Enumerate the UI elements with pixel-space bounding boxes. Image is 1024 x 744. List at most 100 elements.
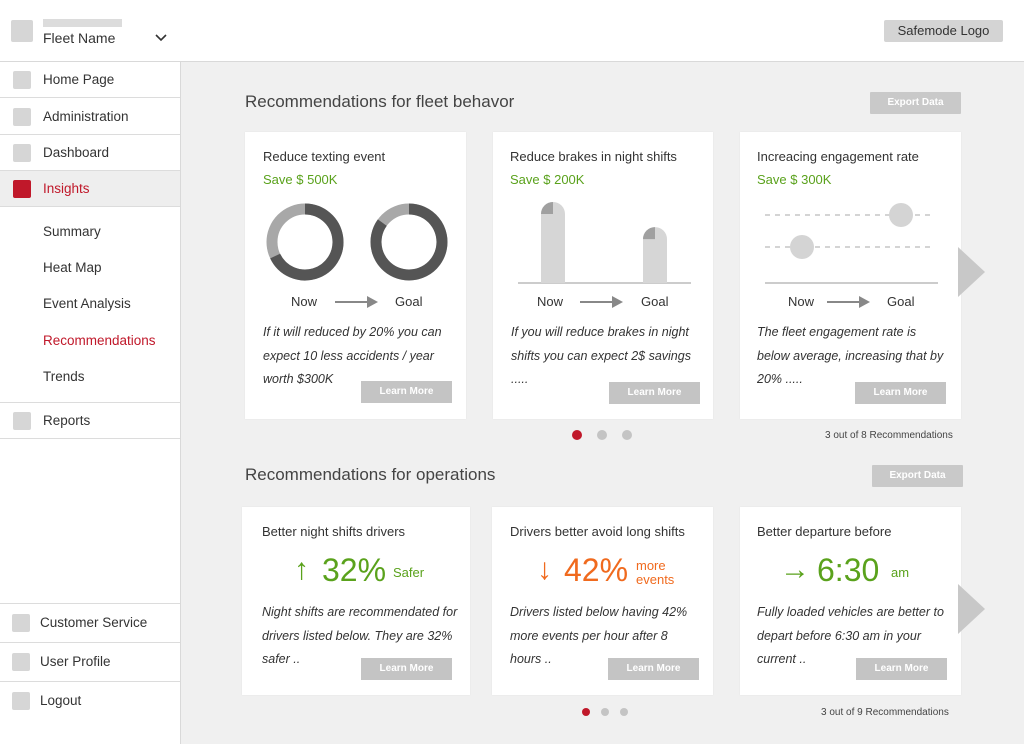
- learn-more-button[interactable]: Learn More: [361, 381, 452, 403]
- sidebar-item-insights[interactable]: Insights: [0, 171, 180, 207]
- metric-value: 32%: [322, 552, 387, 588]
- learn-more-button[interactable]: Learn More: [855, 382, 946, 404]
- pagination-dot-3[interactable]: [620, 708, 628, 716]
- bar-body: [541, 202, 565, 283]
- metric-unit: am: [891, 565, 910, 580]
- user-profile-icon: [12, 653, 30, 671]
- now-bar: [541, 202, 565, 283]
- fleet-export-button[interactable]: Export Data: [870, 92, 961, 114]
- sidebar-item-home[interactable]: Home Page: [0, 62, 180, 98]
- logout-icon: [12, 692, 30, 710]
- card-description: Fully loaded vehicles are better to depa…: [757, 605, 944, 666]
- now-label: Now: [537, 294, 564, 309]
- home-icon: [13, 71, 31, 89]
- learn-more-button[interactable]: Learn More: [856, 658, 947, 680]
- reports-icon: [13, 412, 31, 430]
- ops-card-night-shifts: Better night shifts drivers ↑ 32% Safer …: [242, 507, 470, 695]
- metric: ↑ 32% Safer: [242, 551, 470, 593]
- now-label: Now: [788, 294, 815, 309]
- card-title: Increacing engagement rate: [757, 149, 919, 164]
- now-donut: [266, 203, 344, 281]
- sidebar-subitem-event-analysis[interactable]: Event Analysis: [43, 296, 131, 311]
- arrow-right-icon: [367, 296, 378, 308]
- goal-label: Goal: [641, 294, 669, 309]
- sidebar-subitem-recommendations[interactable]: Recommendations: [43, 333, 156, 348]
- ops-section-title: Recommendations for operations: [245, 465, 496, 484]
- safemode-logo: Safemode Logo: [884, 20, 1003, 42]
- learn-more-button[interactable]: Learn More: [361, 658, 452, 680]
- sidebar-item-reports[interactable]: Reports: [0, 402, 180, 439]
- sidebar-subitem-summary[interactable]: Summary: [43, 224, 101, 239]
- metric-value: 6:30: [817, 552, 880, 588]
- sidebar-item-user-profile[interactable]: User Profile: [0, 642, 180, 681]
- metric: ↓ 42% more events: [492, 551, 713, 593]
- goal-label: Goal: [887, 294, 915, 309]
- pagination-dot-2[interactable]: [597, 430, 607, 440]
- arrow-right-icon: [612, 296, 623, 308]
- ops-card-departure: Better departure before → 6:30 am Fully …: [740, 507, 961, 695]
- recommendation-count: 3 out of 9 Recommendations: [821, 707, 949, 718]
- card-title: Reduce brakes in night shifts: [510, 149, 677, 164]
- arrow-right-icon: →: [780, 553, 810, 586]
- pagination-dot-1[interactable]: [582, 708, 590, 716]
- sidebar-item-logout[interactable]: Logout: [0, 681, 180, 720]
- fleet-card-engagement: Increacing engagement rate Save $ 300K N…: [740, 132, 961, 419]
- card-description: Night shifts are recommendated for drive…: [262, 605, 458, 666]
- dashboard-icon: [13, 144, 31, 162]
- next-arrow-icon[interactable]: [958, 584, 985, 634]
- card-title: Better night shifts drivers: [262, 524, 406, 539]
- goal-label: Goal: [395, 294, 423, 309]
- sidebar-item-label: Administration: [43, 109, 129, 124]
- card-title: Drivers better avoid long shifts: [510, 524, 685, 539]
- card-title: Better departure before: [757, 524, 892, 539]
- sidebar-subitem-trends[interactable]: Trends: [43, 369, 85, 384]
- arrow-down-icon: ↓: [537, 553, 552, 586]
- sidebar-item-dashboard[interactable]: Dashboard: [0, 135, 180, 171]
- sidebar-item-label: Home Page: [43, 72, 115, 87]
- arrow-up-icon: ↑: [294, 553, 309, 586]
- pagination-dot-3[interactable]: [622, 430, 632, 440]
- fleet-section-title: Recommendations for fleet behavor: [245, 92, 515, 111]
- bar-comparison: Now Goal: [518, 202, 691, 309]
- next-arrow-icon[interactable]: [958, 247, 985, 297]
- administration-icon: [13, 108, 31, 126]
- sidebar-item-administration[interactable]: Administration: [0, 99, 180, 135]
- pagination-dot-1[interactable]: [572, 430, 582, 440]
- customer-service-icon: [12, 614, 30, 632]
- sidebar: Home Page Administration Dashboard Insig…: [0, 62, 181, 744]
- card-savings: Save $ 500K: [263, 172, 338, 187]
- now-label: Now: [291, 294, 318, 309]
- goal-donut: [370, 203, 448, 281]
- sidebar-subitem-heat-map[interactable]: Heat Map: [43, 260, 102, 275]
- metric-unit: more events: [636, 558, 675, 587]
- learn-more-button[interactable]: Learn More: [608, 658, 699, 680]
- sidebar-item-customer-service[interactable]: Customer Service: [0, 603, 180, 642]
- donut-comparison: Now Goal: [266, 203, 448, 309]
- pagination-dot-2[interactable]: [601, 708, 609, 716]
- metric: → 6:30 am: [740, 551, 961, 593]
- card-description: Drivers listed below having 42% more eve…: [510, 605, 688, 666]
- learn-more-button[interactable]: Learn More: [609, 382, 700, 404]
- fleet-card-brakes: Reduce brakes in night shifts Save $ 200…: [493, 132, 713, 419]
- ops-card-long-shifts: Drivers better avoid long shifts ↓ 42% m…: [492, 507, 713, 695]
- engagement-level-chart: Now Goal: [765, 203, 938, 309]
- fleet-name[interactable]: Fleet Name: [43, 30, 116, 46]
- top-bar: Fleet Name Safemode Logo: [0, 0, 1024, 62]
- metric-unit: Safer: [393, 565, 425, 580]
- card-savings: Save $ 200K: [510, 172, 585, 187]
- sidebar-item-label: Insights: [43, 181, 90, 196]
- metric-value: 42%: [564, 552, 629, 588]
- ops-export-button[interactable]: Export Data: [872, 465, 963, 487]
- sidebar-item-label: User Profile: [40, 654, 111, 669]
- card-savings: Save $ 300K: [757, 172, 832, 187]
- goal-marker: [889, 203, 913, 227]
- chevron-down-icon[interactable]: [155, 33, 167, 43]
- sidebar-item-label: Customer Service: [40, 615, 148, 630]
- sidebar-item-label: Dashboard: [43, 145, 110, 160]
- fleet-avatar[interactable]: [11, 20, 33, 42]
- bar-cap: [541, 202, 553, 214]
- card-title: Reduce texting event: [263, 149, 386, 164]
- card-description: If it will reduced by 20% you can expect…: [263, 325, 442, 386]
- bar-body: [643, 227, 667, 283]
- insights-icon: [13, 180, 31, 198]
